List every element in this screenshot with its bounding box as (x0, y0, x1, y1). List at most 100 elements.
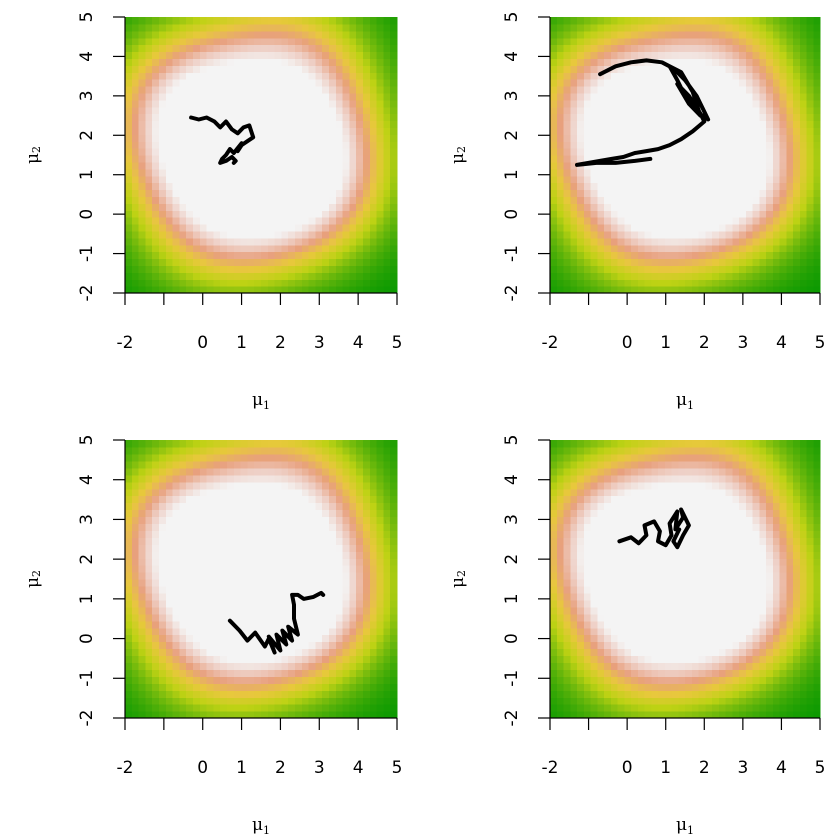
heatmap-cell (247, 244, 255, 253)
heatmap-cell (131, 523, 140, 531)
heatmap-cell (698, 237, 706, 246)
heatmap-cell (152, 237, 160, 246)
heatmap-cell (152, 161, 160, 170)
heatmap-cell (624, 251, 632, 260)
heatmap-cell (254, 189, 262, 197)
heatmap-cell (577, 127, 585, 135)
heatmap-cell (342, 106, 350, 115)
heatmap-cell (597, 182, 605, 191)
heatmap-cell (295, 30, 303, 39)
heatmap-cell (806, 168, 814, 177)
heatmap-cell (349, 453, 357, 462)
heatmap-cell (131, 613, 140, 622)
heatmap-cell (752, 189, 760, 197)
heatmap-cell (583, 99, 592, 108)
heatmap-cell (220, 72, 228, 80)
heatmap-cell (369, 58, 378, 66)
heatmap-cell (644, 141, 652, 149)
heatmap-cell (267, 113, 276, 122)
heatmap-cell (335, 58, 344, 66)
heatmap-cell (342, 148, 350, 156)
heatmap-cell (342, 690, 350, 698)
heatmap-cell (739, 272, 747, 280)
heatmap-cell (813, 224, 821, 232)
heatmap-cell (651, 251, 659, 260)
heatmap-cell (335, 592, 344, 601)
heatmap-cell (651, 120, 659, 128)
heatmap-cell (556, 168, 565, 177)
heatmap-cell (145, 446, 153, 455)
heatmap-cell (806, 79, 814, 87)
heatmap-cell (376, 155, 384, 163)
heatmap-cell (376, 474, 384, 483)
heatmap-cell (745, 244, 754, 253)
heatmap-cell (637, 265, 646, 273)
heatmap-cell (152, 641, 160, 650)
heatmap-cell (335, 265, 344, 273)
heatmap-cell (604, 44, 612, 53)
heatmap-cell (363, 92, 371, 101)
heatmap-cell (125, 196, 133, 204)
heatmap-cell (342, 460, 350, 469)
heatmap-cell (349, 230, 357, 239)
heatmap-cell (550, 495, 558, 504)
heatmap-cell (570, 217, 578, 225)
heatmap-cell (233, 79, 242, 87)
heatmap-cell (718, 92, 727, 101)
heatmap-cell (281, 523, 289, 531)
heatmap-cell (597, 196, 605, 204)
heatmap-cell (199, 72, 208, 80)
heatmap-cell (725, 265, 733, 273)
heatmap-cell (806, 37, 814, 46)
heatmap-cell (597, 286, 605, 294)
heatmap-cell (356, 230, 364, 239)
heatmap-cell (152, 120, 160, 128)
heatmap-cell (671, 251, 679, 260)
heatmap-cell (233, 237, 242, 246)
heatmap-cell (315, 244, 323, 253)
heatmap-cell (329, 141, 337, 149)
heatmap-cell (301, 620, 310, 629)
heatmap-cell (193, 30, 201, 39)
heatmap-cell (556, 265, 565, 273)
heatmap-cell (356, 113, 364, 122)
heatmap-cell (563, 279, 571, 287)
heatmap-cell (390, 440, 398, 448)
heatmap-cell (145, 669, 153, 677)
heatmap-cell (125, 99, 133, 108)
heatmap-cell (806, 224, 814, 232)
heatmap-cell (125, 523, 133, 531)
x-tick-label: 1 (660, 333, 671, 353)
heatmap-cell (254, 579, 262, 587)
heatmap-cell (295, 168, 303, 177)
heatmap-cell (233, 704, 242, 712)
heatmap-cell (295, 286, 303, 294)
heatmap-cell (281, 537, 289, 545)
heatmap-cell (745, 286, 754, 294)
heatmap-cell (131, 127, 140, 135)
heatmap-cell (698, 251, 706, 260)
heatmap-cell (295, 641, 303, 650)
x-tick-label: -2 (542, 333, 559, 353)
heatmap-cell (233, 655, 242, 663)
heatmap-cell (125, 579, 133, 587)
heatmap-cell (322, 509, 330, 518)
heatmap-cell (213, 634, 221, 643)
heatmap-cell (308, 704, 316, 712)
heatmap-cell (308, 168, 316, 177)
heatmap-cell (678, 37, 686, 46)
heatmap-cell (369, 286, 378, 294)
heatmap-cell (363, 168, 371, 177)
heatmap-cell (125, 606, 133, 615)
heatmap-cell (698, 279, 706, 287)
heatmap-cell (233, 446, 242, 455)
heatmap-cell (131, 606, 140, 615)
heatmap-cell (233, 585, 242, 594)
heatmap-cell (383, 572, 391, 580)
heatmap-cell (745, 92, 754, 101)
heatmap-cell (752, 230, 760, 239)
heatmap-cell (322, 641, 330, 650)
heatmap-cell (227, 161, 235, 170)
heatmap-cell (383, 453, 391, 462)
heatmap-cell (658, 99, 666, 108)
